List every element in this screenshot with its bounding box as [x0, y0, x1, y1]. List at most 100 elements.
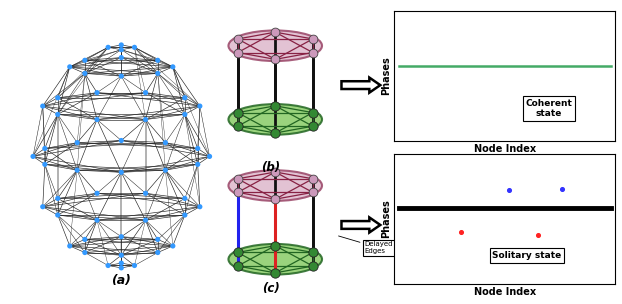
FancyArrow shape	[341, 78, 380, 93]
Point	[38, 204, 48, 209]
Point	[308, 264, 318, 268]
Point	[129, 263, 139, 268]
Point	[116, 74, 126, 78]
Point	[180, 112, 190, 117]
Point	[116, 253, 126, 258]
Point	[308, 190, 318, 195]
Point	[116, 55, 126, 60]
Point	[160, 168, 170, 173]
Text: Solitary state: Solitary state	[492, 251, 562, 260]
Point	[270, 103, 280, 108]
Point	[270, 30, 280, 35]
Point	[116, 265, 126, 270]
Point	[116, 170, 126, 175]
Point	[195, 104, 205, 109]
Point	[116, 234, 126, 239]
Point	[53, 112, 63, 117]
Point	[195, 204, 205, 209]
Point	[168, 64, 178, 69]
Y-axis label: Phases: Phases	[381, 199, 392, 238]
Point	[308, 36, 318, 41]
Point	[193, 146, 203, 151]
X-axis label: Node Index: Node Index	[474, 287, 536, 297]
Point	[92, 90, 102, 95]
Point	[129, 45, 139, 50]
Point	[141, 90, 151, 95]
Point	[40, 162, 50, 167]
Point	[270, 243, 280, 248]
Point	[92, 117, 102, 122]
Point	[233, 250, 243, 255]
Point	[270, 57, 280, 62]
Point	[141, 191, 151, 196]
Point	[141, 117, 151, 122]
Point	[205, 154, 215, 159]
Point	[153, 237, 163, 242]
Point	[270, 271, 280, 275]
Point	[233, 110, 243, 115]
Text: Delayed
Edges: Delayed Edges	[338, 236, 393, 254]
Point	[72, 140, 82, 145]
Point	[270, 131, 280, 136]
Point	[65, 244, 75, 248]
Point	[65, 64, 75, 69]
Point	[270, 170, 280, 174]
Point	[53, 95, 63, 100]
Point	[193, 162, 203, 167]
Point	[180, 196, 190, 201]
Point	[116, 47, 126, 52]
Point	[180, 212, 190, 217]
Point	[270, 197, 280, 202]
Point	[308, 176, 318, 181]
Point	[557, 186, 567, 191]
Point	[72, 168, 82, 173]
Point	[308, 250, 318, 255]
Y-axis label: Phases: Phases	[381, 57, 392, 95]
Point	[80, 71, 90, 76]
Point	[233, 264, 243, 268]
Ellipse shape	[228, 104, 322, 135]
Point	[80, 250, 90, 255]
Point	[504, 188, 514, 192]
Point	[40, 146, 50, 151]
Point	[80, 237, 90, 242]
Point	[28, 154, 38, 159]
Text: Coherent
state: Coherent state	[526, 99, 572, 118]
Text: (a): (a)	[111, 274, 131, 287]
Point	[153, 250, 163, 255]
Point	[233, 176, 243, 181]
Point	[233, 36, 243, 41]
Text: (c): (c)	[262, 282, 279, 295]
Point	[92, 218, 102, 223]
Point	[116, 43, 126, 47]
X-axis label: Node Index: Node Index	[474, 144, 536, 154]
Ellipse shape	[228, 30, 322, 61]
Point	[533, 232, 543, 237]
Point	[80, 58, 90, 63]
Point	[233, 124, 243, 129]
Point	[233, 190, 243, 195]
Point	[103, 45, 113, 50]
Point	[92, 191, 102, 196]
Point	[141, 218, 151, 223]
Ellipse shape	[228, 244, 322, 275]
FancyArrow shape	[341, 217, 380, 233]
Point	[53, 212, 63, 217]
Point	[153, 58, 163, 63]
Point	[180, 95, 190, 100]
Ellipse shape	[228, 170, 322, 201]
Text: (b): (b)	[261, 161, 280, 174]
Point	[153, 71, 163, 76]
Point	[116, 138, 126, 143]
Point	[308, 124, 318, 129]
Point	[53, 196, 63, 201]
Point	[233, 50, 243, 55]
Point	[455, 230, 465, 234]
Point	[308, 110, 318, 115]
Point	[168, 244, 178, 248]
Point	[116, 261, 126, 266]
Point	[160, 140, 170, 145]
Point	[308, 50, 318, 55]
Point	[103, 263, 113, 268]
Point	[38, 104, 48, 109]
